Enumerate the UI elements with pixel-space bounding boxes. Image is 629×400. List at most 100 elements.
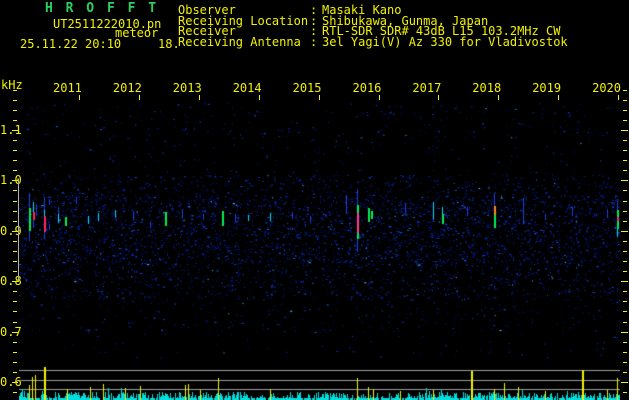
info-colon: :	[310, 13, 318, 28]
freq-tick-left	[12, 281, 18, 283]
output-filename: UT2511222010.pn	[53, 17, 162, 31]
freq-tick-left	[13, 341, 17, 343]
time-tick	[79, 95, 80, 100]
freq-tick-right	[623, 240, 627, 242]
info-label: Receiver	[178, 24, 236, 39]
freq-tick-right	[623, 190, 627, 192]
info-label: Receiving Antenna	[178, 35, 301, 50]
freq-label: 0.6	[0, 375, 22, 389]
time-tick	[618, 95, 620, 100]
freq-tick-right	[623, 361, 627, 363]
freq-tick-right	[623, 341, 627, 343]
freq-tick-left	[12, 230, 18, 232]
freq-tick-right	[623, 150, 627, 152]
freq-tick-left	[13, 361, 17, 363]
freq-tick-right	[623, 271, 627, 273]
time-tick	[498, 95, 500, 100]
info-label: Receiving Location	[178, 13, 309, 28]
time-tick	[378, 95, 380, 100]
freq-tick-right	[621, 281, 628, 283]
freq-label: 0.9	[0, 223, 22, 238]
freq-tick-right	[621, 331, 628, 333]
freq-tick-left	[13, 271, 17, 273]
freq-tick-right	[623, 89, 627, 91]
time-label: 2014	[232, 81, 262, 95]
freq-tick-left	[13, 99, 17, 101]
freq-tick-right	[623, 220, 627, 222]
info-value: RTL-SDR SDR# 43dB L15 103.2MHz CW	[322, 24, 561, 39]
time-label: 2017	[412, 81, 442, 95]
freq-tick-right	[623, 210, 627, 212]
freq-tick-right	[623, 140, 627, 142]
freq-tick-right	[623, 321, 627, 323]
freq-tick-right	[623, 200, 627, 202]
time-tick	[318, 95, 320, 100]
freq-tick-right	[623, 291, 627, 293]
freq-tick-right	[623, 99, 627, 101]
freq-tick-right	[623, 109, 627, 111]
freq-tick-left	[13, 240, 17, 242]
freq-tick-right	[623, 261, 627, 263]
time-tick	[258, 95, 260, 100]
info-colon: :	[310, 24, 318, 39]
time-label: 2011	[53, 81, 82, 95]
observation-datetime: 25.11.22 20:10	[20, 37, 122, 51]
freq-tick-left	[13, 301, 17, 303]
info-colon: :	[310, 35, 318, 50]
freq-tick-left	[13, 150, 17, 152]
freq-tick-right	[621, 230, 628, 232]
station-name: meteor	[115, 26, 159, 40]
time-label: 2019	[532, 81, 562, 95]
freq-tick-right	[621, 180, 628, 182]
info-colon: :	[310, 3, 318, 17]
freq-label: 0.8	[0, 274, 22, 289]
freq-tick-right	[621, 382, 628, 383]
freq-tick-left	[13, 291, 17, 293]
freq-tick-right	[623, 301, 627, 303]
freq-tick-left	[12, 180, 18, 182]
freq-label: 1.1	[0, 123, 22, 137]
freq-tick-left	[13, 170, 17, 172]
freq-tick-left	[13, 250, 17, 252]
freq-tick-left	[13, 371, 17, 373]
freq-tick-left	[12, 130, 18, 131]
freq-tick-left	[12, 331, 18, 333]
freq-tick-left	[12, 382, 18, 383]
freq-tick-right	[623, 160, 627, 162]
freq-tick-left	[13, 351, 17, 353]
freq-tick-left	[13, 190, 17, 192]
spectrogram-canvas	[19, 100, 620, 400]
freq-label: 1.0	[0, 173, 22, 188]
freq-label: 0.7	[0, 324, 22, 339]
freq-tick-left	[13, 160, 17, 162]
info-value: Shibukawa, Gunma, Japan	[322, 13, 489, 28]
time-label: 2012	[112, 81, 142, 95]
info-value: Masaki Kano	[322, 3, 402, 17]
freq-tick-left	[13, 321, 17, 323]
freq-tick-left	[13, 109, 17, 111]
freq-tick-right	[623, 170, 627, 172]
freq-tick-right	[623, 371, 627, 373]
time-tick	[138, 95, 140, 100]
freq-tick-right	[623, 311, 627, 313]
time-tick	[198, 95, 200, 100]
time-tick	[558, 95, 560, 100]
freq-tick-left	[13, 200, 17, 202]
freq-tick-right	[623, 351, 627, 353]
freq-tick-right	[623, 392, 627, 394]
time-label: 2013	[172, 81, 202, 95]
freq-tick-right	[623, 250, 627, 252]
freq-tick-left	[13, 119, 17, 121]
time-label: 2020	[592, 81, 621, 95]
freq-tick-left	[13, 210, 17, 212]
y-axis-unit-label: kHz	[1, 78, 23, 92]
freq-tick-right	[623, 119, 627, 121]
freq-tick-left	[13, 140, 17, 142]
echo-count: 18.	[158, 37, 180, 51]
time-label: 2018	[472, 81, 502, 95]
freq-tick-left	[13, 392, 17, 394]
freq-tick-left	[13, 89, 17, 91]
freq-tick-left	[13, 220, 17, 222]
info-label: Observer	[178, 3, 236, 17]
